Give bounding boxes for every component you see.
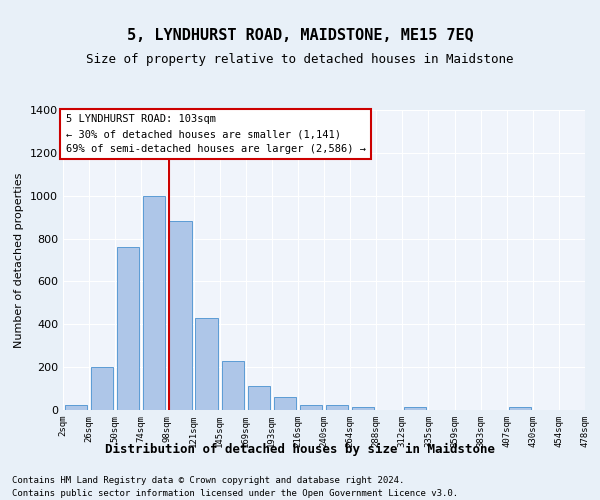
Text: Contains HM Land Registry data © Crown copyright and database right 2024.: Contains HM Land Registry data © Crown c…: [12, 476, 404, 485]
Text: 5 LYNDHURST ROAD: 103sqm
← 30% of detached houses are smaller (1,141)
69% of sem: 5 LYNDHURST ROAD: 103sqm ← 30% of detach…: [65, 114, 365, 154]
Text: 5, LYNDHURST ROAD, MAIDSTONE, ME15 7EQ: 5, LYNDHURST ROAD, MAIDSTONE, ME15 7EQ: [127, 28, 473, 42]
Bar: [404, 407, 427, 410]
Bar: [117, 247, 139, 410]
Bar: [274, 397, 296, 410]
Bar: [248, 386, 270, 410]
Text: Distribution of detached houses by size in Maidstone: Distribution of detached houses by size …: [105, 442, 495, 456]
Bar: [91, 367, 113, 410]
Bar: [352, 407, 374, 410]
Bar: [196, 318, 218, 410]
Text: Contains public sector information licensed under the Open Government Licence v3: Contains public sector information licen…: [12, 489, 458, 498]
Bar: [326, 404, 348, 410]
Bar: [65, 404, 87, 410]
Bar: [143, 196, 166, 410]
Bar: [221, 360, 244, 410]
Text: Size of property relative to detached houses in Maidstone: Size of property relative to detached ho…: [86, 52, 514, 66]
Bar: [169, 222, 191, 410]
Y-axis label: Number of detached properties: Number of detached properties: [14, 172, 25, 348]
Bar: [509, 407, 531, 410]
Bar: [300, 404, 322, 410]
